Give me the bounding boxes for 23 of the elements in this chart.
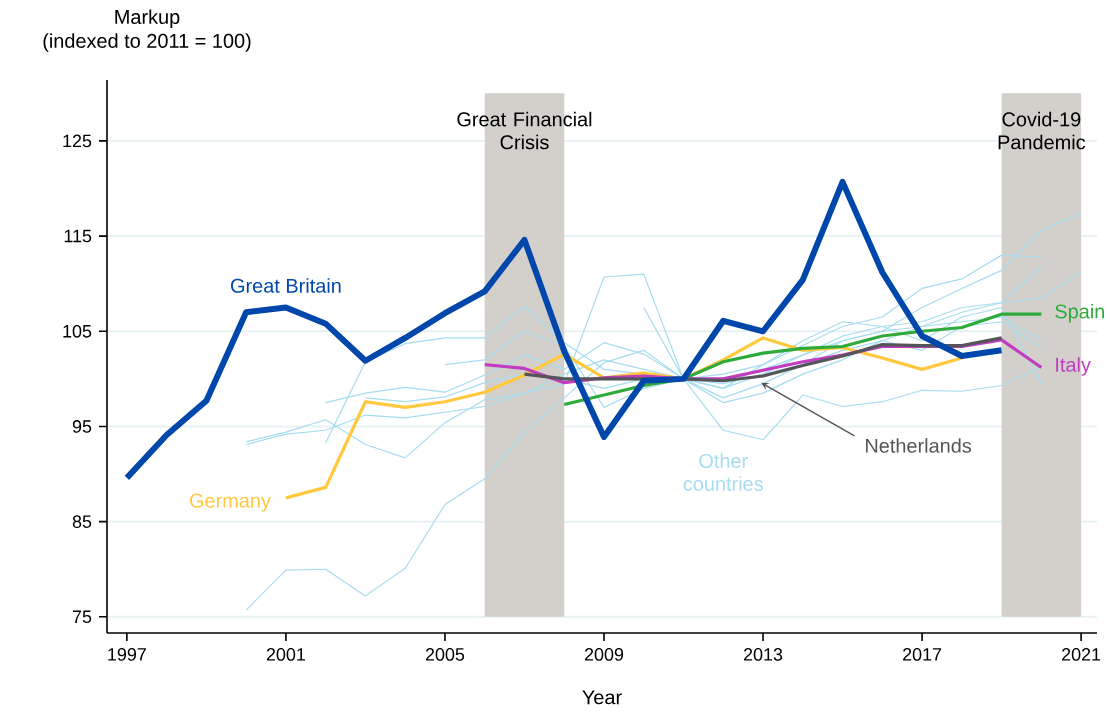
y-axis-title: Markup (indexed to 2011 = 100) bbox=[43, 9, 251, 52]
series-label: Germany bbox=[189, 493, 271, 512]
series-label: Great Britain bbox=[230, 278, 341, 293]
y-tick-label: 105 bbox=[63, 324, 92, 338]
x-tick-label: 2001 bbox=[266, 648, 305, 661]
x-tick-label: 2021 bbox=[1062, 648, 1101, 661]
x-tick-label: 2009 bbox=[584, 648, 624, 661]
x-tick-label: 2013 bbox=[743, 648, 783, 661]
x-tick-label: 2017 bbox=[903, 648, 942, 661]
y-tick-label: 85 bbox=[72, 515, 92, 528]
series-label: Spain bbox=[1055, 303, 1104, 323]
series-label: Italy bbox=[1056, 357, 1091, 376]
band-label: Great Financial Crisis bbox=[457, 111, 592, 150]
y-tick-label: 115 bbox=[64, 229, 92, 243]
x-axis-title: Year bbox=[582, 690, 622, 705]
band-label: Covid-19 Pandemic bbox=[998, 111, 1086, 150]
text: Netherlands bbox=[866, 438, 972, 453]
y-tick-label: 95 bbox=[72, 420, 92, 433]
y-tick-label: 75 bbox=[72, 610, 92, 624]
x-tick-label: 1997 bbox=[108, 648, 146, 661]
y-tick-label: 125 bbox=[63, 134, 92, 148]
text: Other countries bbox=[683, 453, 763, 491]
x-tick-label: 2005 bbox=[425, 648, 465, 661]
